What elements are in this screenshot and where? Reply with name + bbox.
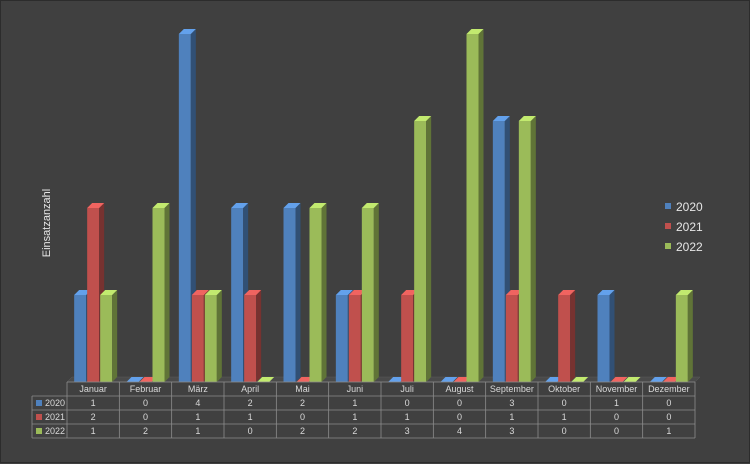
table-legend-key <box>36 414 42 420</box>
category-label: November <box>596 384 638 394</box>
bar-2022-Juni <box>362 203 379 382</box>
table-series-label: 2020 <box>45 398 65 408</box>
category-label: Januar <box>79 384 107 394</box>
table-cell: 3 <box>509 398 514 408</box>
category-label: Februar <box>130 384 162 394</box>
table-cell: 0 <box>666 398 671 408</box>
table-cell: 0 <box>562 426 567 436</box>
table-cell: 0 <box>614 412 619 422</box>
legend-item-2020: 2020 <box>665 200 703 214</box>
table-series-label: 2021 <box>45 412 65 422</box>
table-cell: 1 <box>562 412 567 422</box>
category-label: Oktober <box>548 384 580 394</box>
table-cell: 0 <box>405 398 410 408</box>
bar-2022-Januar <box>100 290 117 382</box>
category-label: Dezember <box>648 384 690 394</box>
table-cell: 4 <box>457 426 462 436</box>
table-cell: 1 <box>195 426 200 436</box>
table-cell: 1 <box>614 398 619 408</box>
bar-2020-Mai <box>284 203 301 382</box>
table-cell: 1 <box>91 398 96 408</box>
table-cell: 1 <box>91 426 96 436</box>
table-cell: 1 <box>195 412 200 422</box>
category-label: Mai <box>295 384 310 394</box>
table-cell: 0 <box>457 398 462 408</box>
bar-2022-September <box>519 116 536 382</box>
category-label: März <box>188 384 208 394</box>
y-axis-title: Einsatzanzahl <box>41 189 53 258</box>
table-cell: 0 <box>143 398 148 408</box>
table-cell: 0 <box>457 412 462 422</box>
data-table: Januar Februar März April Mai Juni Juli August S… <box>32 382 695 438</box>
legend-label: 2020 <box>676 200 703 214</box>
category-label: August <box>445 384 474 394</box>
bar-2022-Juli <box>414 116 431 382</box>
table-cell: 1 <box>666 426 671 436</box>
bar-2022-Mai <box>310 203 327 382</box>
legend-swatch <box>665 223 671 229</box>
table-cell: 2 <box>300 426 305 436</box>
table-cell: 2 <box>248 398 253 408</box>
table-cell: 4 <box>195 398 200 408</box>
table-cell: 1 <box>509 412 514 422</box>
table-cell: 0 <box>666 412 671 422</box>
category-label: Juli <box>400 384 414 394</box>
table-cell: 0 <box>562 398 567 408</box>
legend-item-2022: 2022 <box>665 240 703 254</box>
bars-layer <box>74 29 693 382</box>
legend-label: 2021 <box>676 220 703 234</box>
table-cell: 3 <box>405 426 410 436</box>
table-cell: 1 <box>352 412 357 422</box>
table-cell: 3 <box>509 426 514 436</box>
bar-2022-Februar <box>153 203 170 382</box>
bar-2022-August <box>467 29 484 382</box>
table-cell: 2 <box>352 426 357 436</box>
table-cell: 2 <box>300 398 305 408</box>
legend-swatch <box>665 203 671 209</box>
bar-2022-Dezember <box>676 290 693 382</box>
category-label: April <box>241 384 259 394</box>
bar-2020-November <box>598 290 615 382</box>
table-legend-key <box>36 400 42 406</box>
table-series-label: 2022 <box>45 426 65 436</box>
table-legend-key <box>36 428 42 434</box>
category-label: September <box>490 384 534 394</box>
table-cell: 0 <box>143 412 148 422</box>
bar-2021-April <box>244 290 261 382</box>
table-cell: 1 <box>405 412 410 422</box>
table-cell: 2 <box>91 412 96 422</box>
table-cell: 0 <box>248 426 253 436</box>
bar-2021-Oktober <box>558 290 575 382</box>
bar-2022-März <box>205 290 222 382</box>
table-cell: 2 <box>143 426 148 436</box>
legend-swatch <box>665 243 671 249</box>
table-cell: 1 <box>248 412 253 422</box>
table-cell: 1 <box>352 398 357 408</box>
category-label: Juni <box>347 384 364 394</box>
table-cell: 0 <box>300 412 305 422</box>
legend-item-2021: 2021 <box>665 220 703 234</box>
table-cell: 0 <box>614 426 619 436</box>
legend-label: 2022 <box>676 240 703 254</box>
legend: 2020 2021 2022 <box>665 200 703 254</box>
